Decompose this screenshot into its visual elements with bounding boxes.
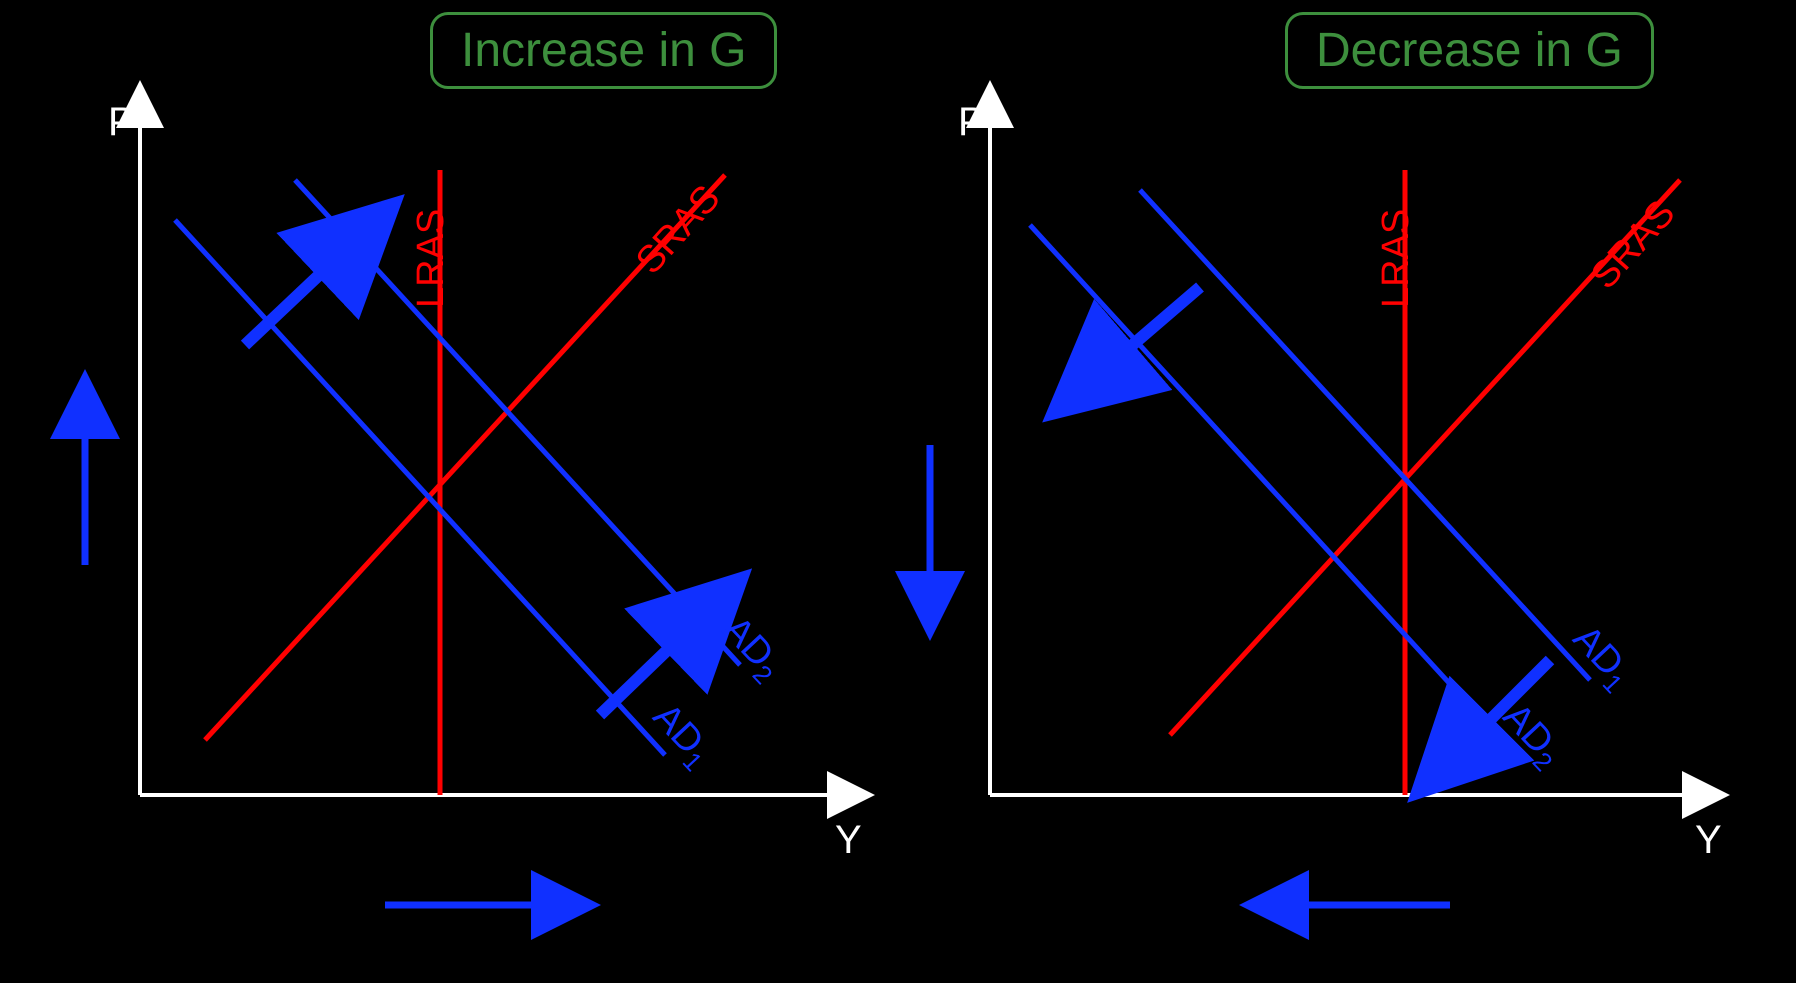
right-ad1-curve — [1140, 190, 1590, 680]
left-title-box: Increase in G — [430, 12, 777, 89]
right-x-axis-label: Y — [1695, 818, 1722, 863]
right-title-text: Decrease in G — [1316, 24, 1623, 77]
right-lras-label: LRAS — [1375, 209, 1418, 308]
right-diagram-svg — [890, 95, 1730, 935]
left-x-axis-label: Y — [835, 818, 862, 863]
left-lras-label: LRAS — [410, 209, 453, 308]
left-title-text: Increase in G — [461, 24, 746, 77]
right-shift-arrow-top — [1115, 287, 1200, 360]
right-y-axis-label: P — [958, 100, 985, 145]
left-shift-arrow-top — [245, 260, 335, 345]
diagram-container: Increase in G — [0, 0, 1796, 983]
left-y-axis-label: P — [108, 100, 135, 145]
right-ad2-curve — [1030, 225, 1515, 755]
right-title-box: Decrease in G — [1285, 12, 1654, 89]
left-diagram-svg — [45, 95, 875, 935]
